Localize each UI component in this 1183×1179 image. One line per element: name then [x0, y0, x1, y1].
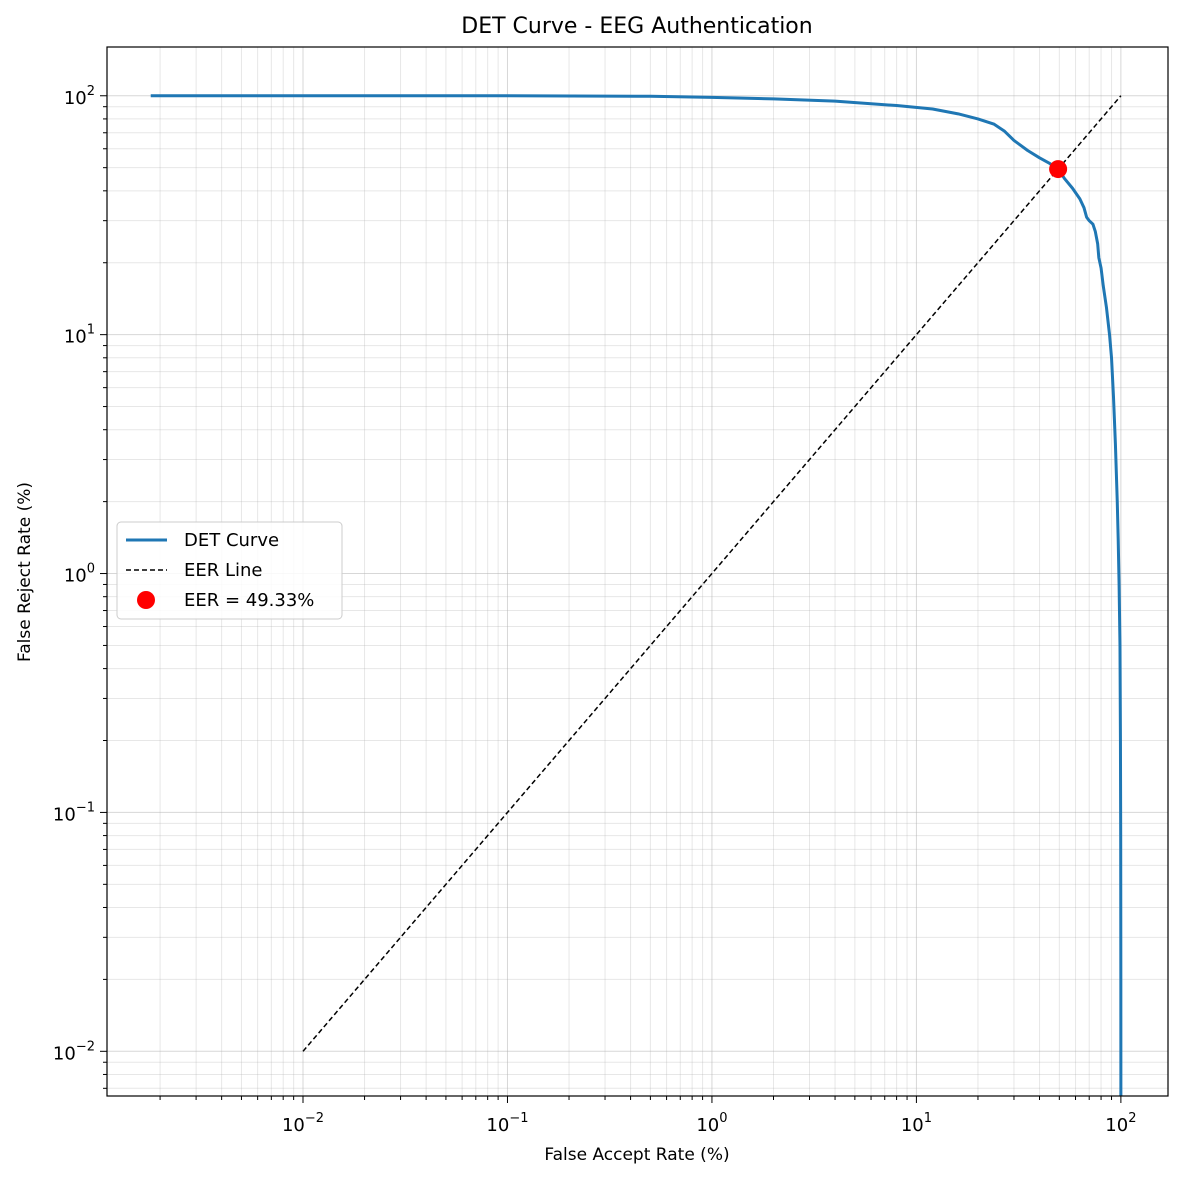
eer-point — [1049, 160, 1068, 179]
x-tick-label: 100 — [696, 1111, 727, 1136]
y-tick-label: 10−2 — [53, 1039, 95, 1064]
chart-title: DET Curve - EEG Authentication — [461, 14, 812, 39]
x-axis-label: False Accept Rate (%) — [544, 1145, 729, 1165]
axis-ticks: 10−2 10−1 100 101 102 10−2 10−1 100 101 102 — [53, 84, 1137, 1136]
legend-box — [116, 521, 343, 620]
eer-line-series — [302, 95, 1122, 1052]
y-axis-label: False Reject Rate (%) — [15, 482, 35, 662]
plot-frame — [106, 46, 1169, 1097]
x-tick-label: 10−2 — [282, 1111, 324, 1136]
x-tick-label: 10−1 — [486, 1111, 528, 1136]
legend-label-det-curve: DET Curve — [184, 530, 279, 551]
legend-swatch-eer-marker — [137, 591, 155, 609]
det-curve-series — [150, 94, 1123, 1097]
plot-area — [150, 94, 1123, 1097]
y-tick-label: 101 — [64, 323, 95, 348]
legend: DET Curve EER Line EER = 49.33% — [116, 521, 343, 620]
x-tick-label: 102 — [1105, 1111, 1136, 1136]
y-tick-label: 100 — [64, 562, 95, 587]
legend-label-eer-line: EER Line — [184, 560, 263, 581]
y-tick-label: 10−1 — [53, 800, 95, 825]
legend-label-eer-marker: EER = 49.33% — [184, 590, 314, 611]
x-tick-label: 101 — [901, 1111, 932, 1136]
y-tick-label: 102 — [64, 84, 95, 109]
